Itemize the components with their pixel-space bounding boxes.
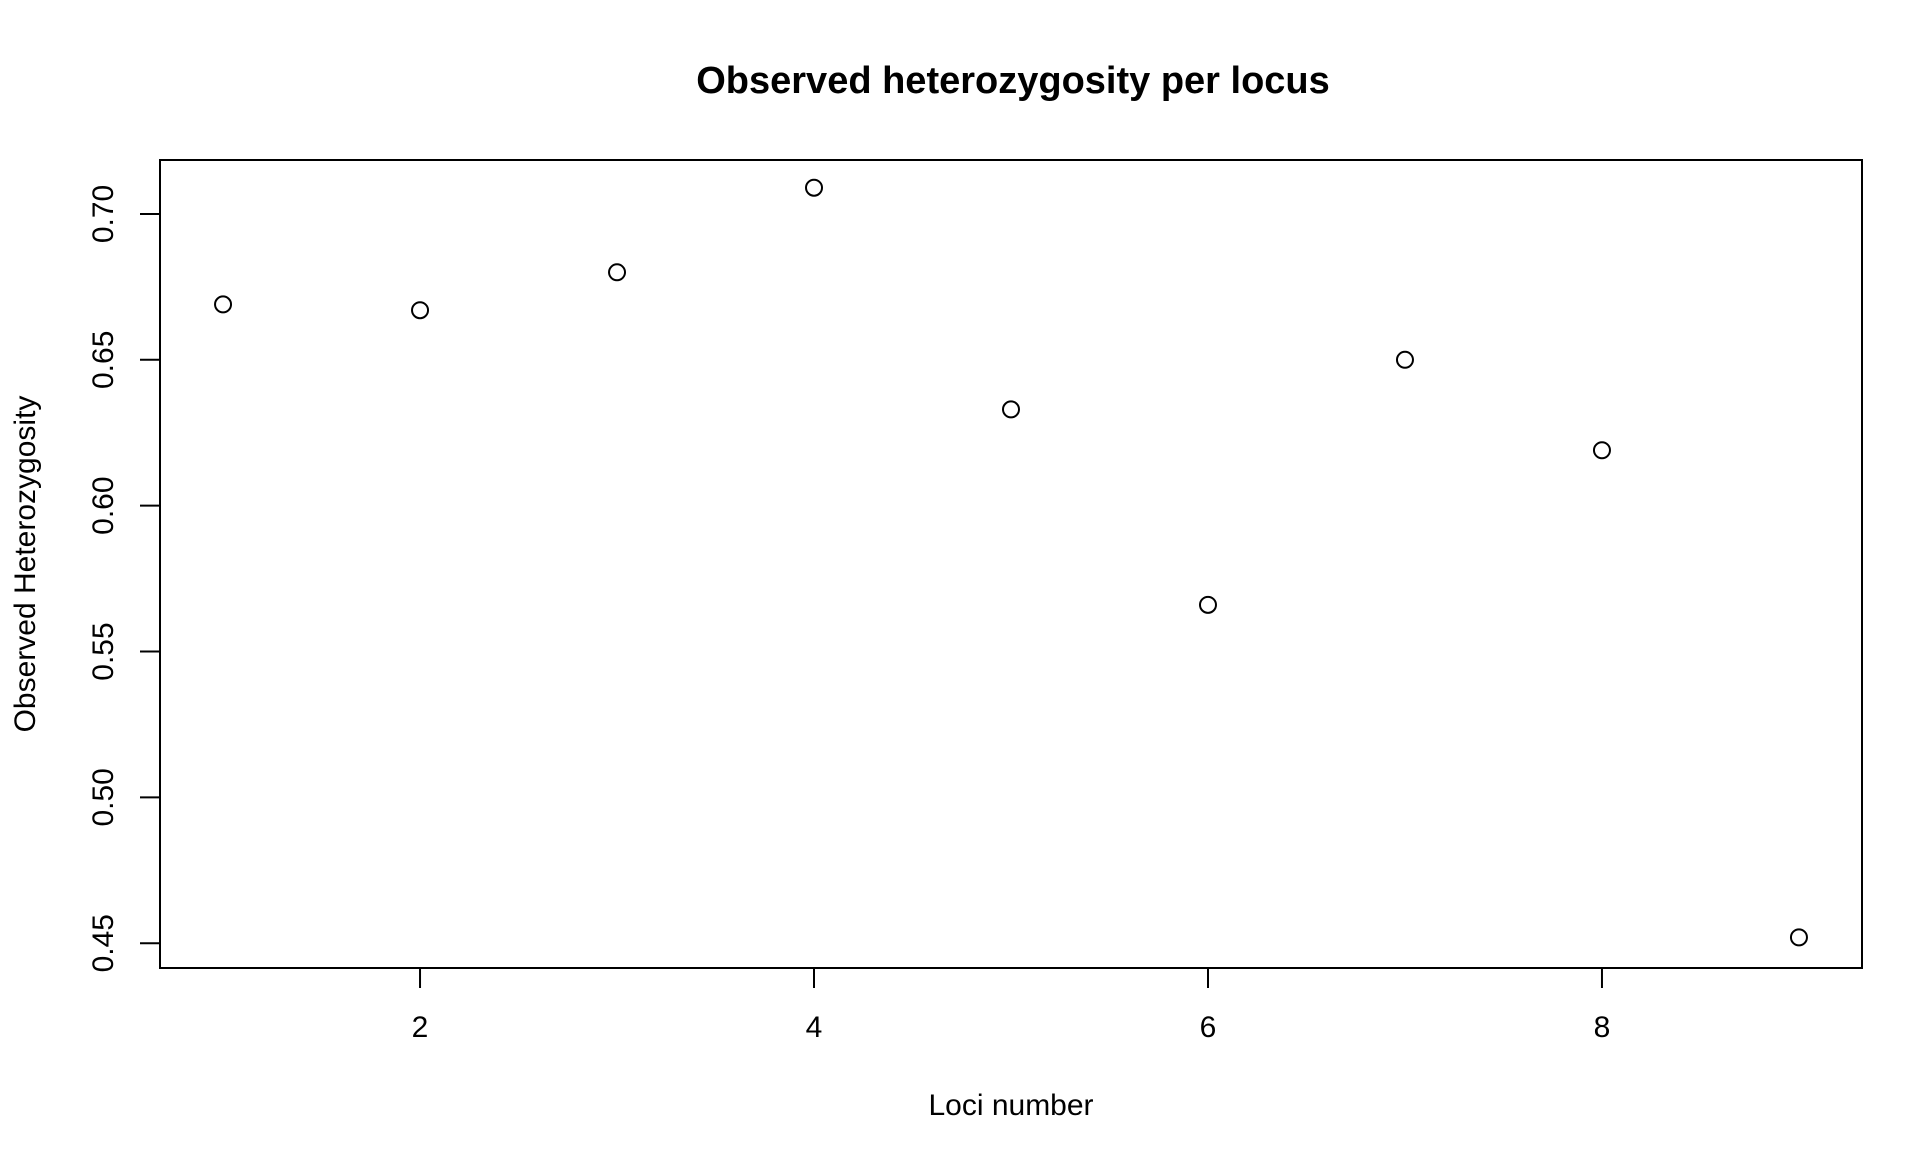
y-tick-label: 0.60 xyxy=(87,476,120,534)
x-axis-title: Loci number xyxy=(928,1089,1093,1122)
data-point xyxy=(1002,400,1020,419)
x-axis: 2 4 6 8 xyxy=(412,967,1611,1044)
data-point xyxy=(1789,928,1808,947)
x-tick-label: 2 xyxy=(412,1011,429,1044)
x-tick-label: 8 xyxy=(1594,1011,1611,1044)
data-point xyxy=(1198,595,1217,614)
y-tick-label: 0.45 xyxy=(87,914,120,972)
data-point xyxy=(214,295,233,314)
y-tick-label: 0.70 xyxy=(87,185,120,243)
y-tick-label: 0.65 xyxy=(87,331,120,389)
data-point xyxy=(1592,441,1611,460)
y-axis-title: Observed Heterozygosity xyxy=(9,396,42,733)
chart-title: Observed heterozygosity per locus xyxy=(696,60,1330,102)
data-point xyxy=(411,301,430,320)
data-point xyxy=(608,263,627,282)
y-tick-label: 0.50 xyxy=(87,768,120,826)
y-axis: 0.45 0.50 0.55 0.60 0.65 0.70 xyxy=(87,185,161,972)
data-point xyxy=(1395,350,1414,369)
data-point xyxy=(805,178,824,197)
data-points xyxy=(214,178,1808,947)
x-tick-label: 6 xyxy=(1200,1011,1217,1044)
x-tick-label: 4 xyxy=(806,1011,823,1044)
y-tick-label: 0.55 xyxy=(87,622,120,680)
